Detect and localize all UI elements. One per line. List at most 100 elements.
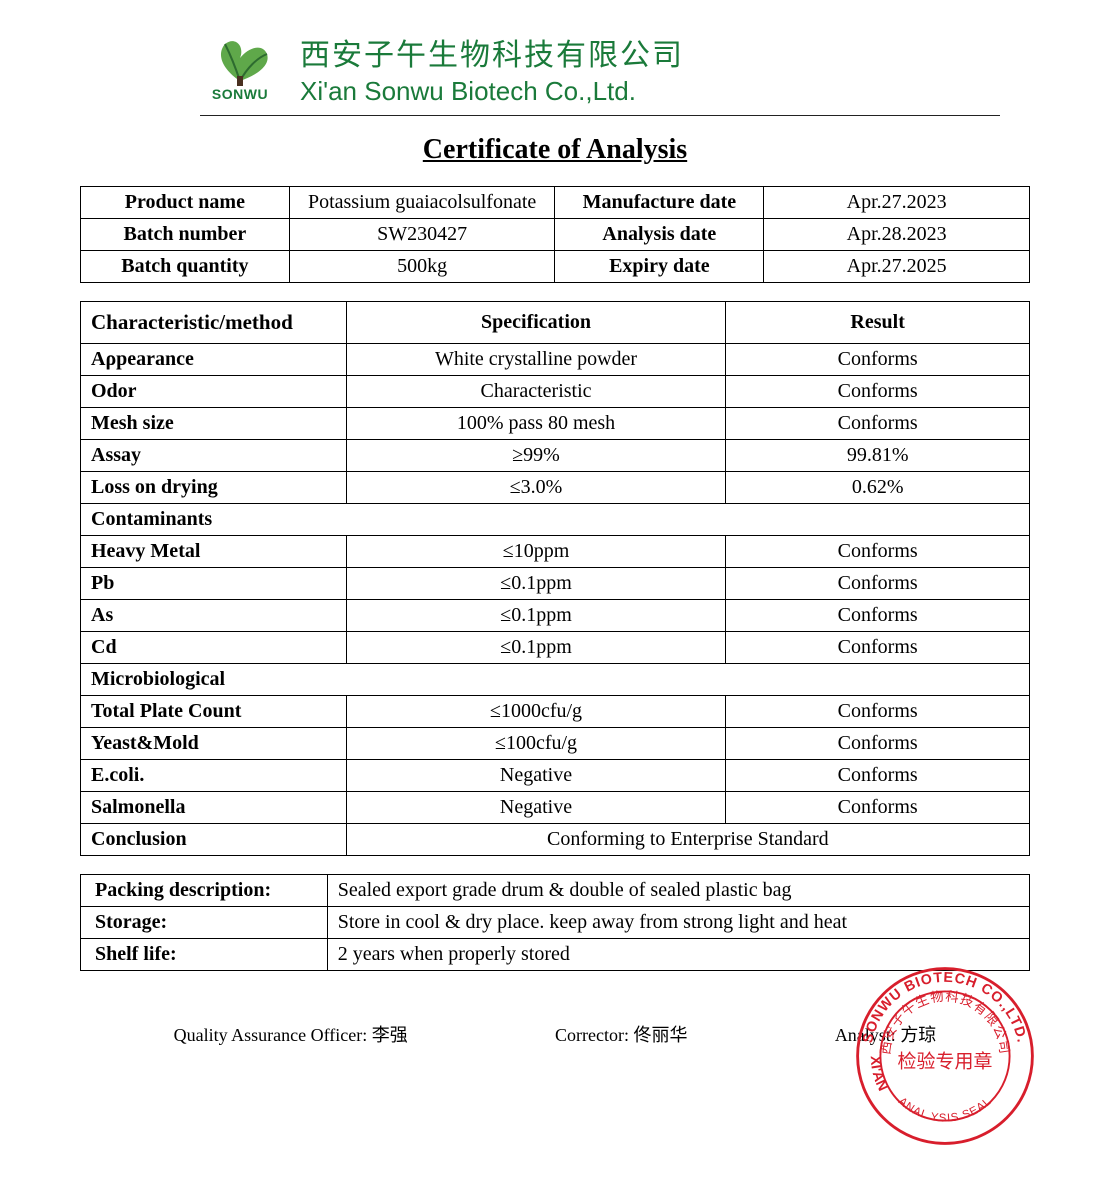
- signature-row: Quality Assurance Officer: 李强 Corrector:…: [80, 1021, 1030, 1047]
- info-row: Product namePotassium guaiacolsulfonateM…: [81, 187, 1030, 219]
- specification-cell: ≤1000cfu/g: [346, 696, 726, 728]
- spec-row: Assay≥99%99.81%: [81, 440, 1030, 472]
- seal-outer-en-prefix: XI'AN: [867, 1055, 891, 1093]
- specification-cell: 100% pass 80 mesh: [346, 408, 726, 440]
- info-value: SW230427: [289, 219, 555, 251]
- result-cell: Conforms: [726, 632, 1030, 664]
- packing-label: Packing description:: [81, 875, 328, 907]
- specification-cell: ≤0.1ppm: [346, 600, 726, 632]
- specification-cell: ≤3.0%: [346, 472, 726, 504]
- document-title: Certificate of Analysis: [80, 134, 1030, 166]
- qa-label: Quality Assurance Officer:: [174, 1025, 368, 1045]
- spec-row: E.coli.NegativeConforms: [81, 760, 1030, 792]
- spec-row: AρpearanceWhite crystalline powderConfor…: [81, 344, 1030, 376]
- conclusion-row: ConclusionConforming to Enterprise Stand…: [81, 824, 1030, 856]
- packing-row: Packing description:Sealed export grade …: [81, 875, 1030, 907]
- characteristic-cell: Total Plate Count: [81, 696, 347, 728]
- col-header-specification: Specification: [346, 302, 726, 344]
- section-row: Microbiological: [81, 664, 1030, 696]
- col-header-result: Result: [726, 302, 1030, 344]
- packing-value: Sealed export grade drum & double of sea…: [327, 875, 1029, 907]
- spec-row: Loss on drying≤3.0%0.62%: [81, 472, 1030, 504]
- characteristic-cell: Aρpearance: [81, 344, 347, 376]
- info-label: Batch quantity: [81, 251, 290, 283]
- specification-cell: ≤0.1ppm: [346, 568, 726, 600]
- specification-cell: ≥99%: [346, 440, 726, 472]
- spec-row: Heavy Metal≤10ppmConforms: [81, 536, 1030, 568]
- characteristic-cell: Salmonella: [81, 792, 347, 824]
- specification-cell: Negative: [346, 792, 726, 824]
- spec-row: As≤0.1ppmConforms: [81, 600, 1030, 632]
- result-cell: Conforms: [726, 568, 1030, 600]
- result-cell: Conforms: [726, 344, 1030, 376]
- specification-cell: ≤0.1ppm: [346, 632, 726, 664]
- conclusion-label: Conclusion: [81, 824, 347, 856]
- result-cell: 99.81%: [726, 440, 1030, 472]
- characteristic-cell: Mesh size: [81, 408, 347, 440]
- section-label: Contaminants: [81, 504, 1030, 536]
- result-cell: Conforms: [726, 696, 1030, 728]
- characteristic-cell: Assay: [81, 440, 347, 472]
- info-value: Apr.27.2023: [764, 187, 1030, 219]
- result-cell: Conforms: [726, 376, 1030, 408]
- info-value: Apr.27.2025: [764, 251, 1030, 283]
- info-label: Manufacture date: [555, 187, 764, 219]
- info-label: Product name: [81, 187, 290, 219]
- result-cell: Conforms: [726, 792, 1030, 824]
- info-value: 500kg: [289, 251, 555, 283]
- spec-row: Yeast&Mold≤100cfu/gConforms: [81, 728, 1030, 760]
- specification-cell: Characteristic: [346, 376, 726, 408]
- company-name-en: Xi'an Sonwu Biotech Co.,Ltd.: [300, 76, 684, 107]
- logo-block: SONWU: [200, 36, 280, 102]
- letterhead: SONWU 西安子午生物科技有限公司 Xi'an Sonwu Biotech C…: [200, 30, 1000, 116]
- info-table: Product namePotassium guaiacolsulfonateM…: [80, 186, 1030, 283]
- result-cell: Conforms: [726, 600, 1030, 632]
- spec-row: OdorCharacteristicConforms: [81, 376, 1030, 408]
- corrector: Corrector: 佟丽华: [555, 1021, 687, 1047]
- seal-center-cn: 检验专用章: [897, 1050, 992, 1072]
- analyst-name: 方琼: [900, 1025, 936, 1045]
- section-row: Contaminants: [81, 504, 1030, 536]
- leaf-logo-icon: [205, 36, 275, 86]
- spec-row: SalmonellaNegativeConforms: [81, 792, 1030, 824]
- qa-name: 李强: [372, 1025, 408, 1045]
- spec-row: Total Plate Count≤1000cfu/gConforms: [81, 696, 1030, 728]
- packing-label: Shelf life:: [81, 939, 328, 971]
- specification-cell: ≤100cfu/g: [346, 728, 726, 760]
- conclusion-value: Conforming to Enterprise Standard: [346, 824, 1029, 856]
- corrector-label: Corrector:: [555, 1025, 629, 1045]
- spec-row: Pb≤0.1ppmConforms: [81, 568, 1030, 600]
- company-names: 西安子午生物科技有限公司 Xi'an Sonwu Biotech Co.,Ltd…: [300, 30, 684, 107]
- logo-text: SONWU: [212, 86, 268, 102]
- svg-text:ANAL YSIS SEAL: ANAL YSIS SEAL: [896, 1095, 994, 1124]
- svg-text:XI'AN: XI'AN: [867, 1055, 891, 1093]
- col-header-characteristic: Characteristic/method: [81, 302, 347, 344]
- result-cell: Conforms: [726, 760, 1030, 792]
- analysis-seal-stamp: SONWU BIOTECH CO.,LTD. XI'AN 西安子午生物科技有限公…: [850, 961, 1040, 1151]
- info-row: Batch quantity500kgExpiry dateApr.27.202…: [81, 251, 1030, 283]
- info-value: Apr.28.2023: [764, 219, 1030, 251]
- info-row: Batch numberSW230427Analysis dateApr.28.…: [81, 219, 1030, 251]
- info-label: Expiry date: [555, 251, 764, 283]
- section-label: Microbiological: [81, 664, 1030, 696]
- result-cell: Conforms: [726, 408, 1030, 440]
- corrector-name: 佟丽华: [634, 1025, 688, 1045]
- spec-row: Cd≤0.1ppmConforms: [81, 632, 1030, 664]
- characteristic-cell: Yeast&Mold: [81, 728, 347, 760]
- result-cell: Conforms: [726, 536, 1030, 568]
- packing-value: 2 years when properly stored: [327, 939, 1029, 971]
- result-cell: Conforms: [726, 728, 1030, 760]
- info-value: Potassium guaiacolsulfonate: [289, 187, 555, 219]
- result-cell: 0.62%: [726, 472, 1030, 504]
- packing-row: Shelf life:2 years when properly stored: [81, 939, 1030, 971]
- characteristic-cell: As: [81, 600, 347, 632]
- analyst-label: Analyst:: [835, 1025, 896, 1045]
- specification-cell: White crystalline powder: [346, 344, 726, 376]
- analyst: Analyst: 方琼: [835, 1021, 937, 1047]
- seal-bottom-en: ANAL YSIS SEAL: [896, 1095, 994, 1124]
- info-label: Batch number: [81, 219, 290, 251]
- specification-cell: Negative: [346, 760, 726, 792]
- characteristic-cell: Cd: [81, 632, 347, 664]
- qa-officer: Quality Assurance Officer: 李强: [174, 1021, 408, 1047]
- company-name-cn: 西安子午生物科技有限公司: [300, 30, 684, 74]
